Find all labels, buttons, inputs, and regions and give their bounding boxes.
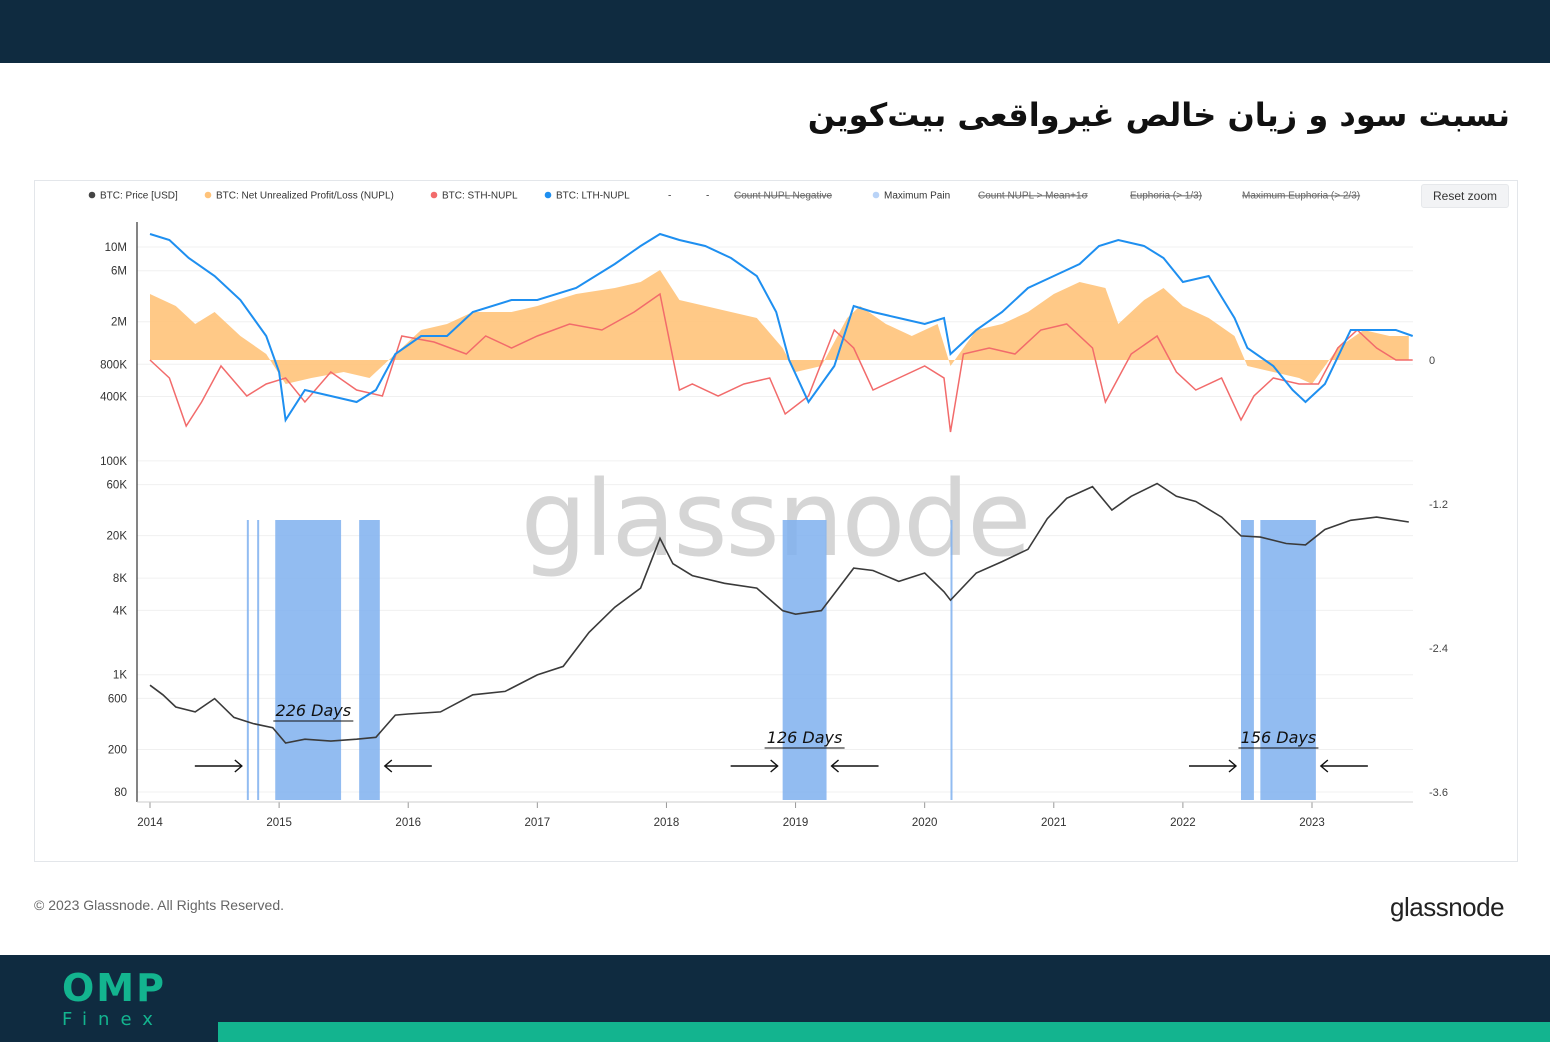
legend-label: Maximum Pain: [884, 191, 950, 202]
legend-marker-icon: [88, 191, 96, 199]
y-left-tick-label: 200: [108, 744, 127, 756]
legend-label: Maximum Euphoria (> 2/3): [1242, 191, 1360, 202]
x-tick-label: 2014: [137, 817, 163, 829]
glassnode-watermark: glassnode: [521, 458, 1030, 580]
maximum-pain-bands: [246, 520, 1316, 800]
legend-label: BTC: Price [USD]: [100, 191, 178, 202]
footer-accent-stripe: [218, 1022, 1550, 1042]
x-tick-label: 2022: [1170, 817, 1196, 829]
legend-label: Euphoria (> 1/3): [1130, 191, 1202, 202]
y-right-tick-label: -1.2: [1429, 499, 1448, 511]
legend-marker-icon: [544, 191, 552, 199]
x-tick-label: 2023: [1299, 817, 1325, 829]
legend-label: Count NUPL > Mean+1σ: [978, 191, 1089, 202]
legend-marker-icon: [430, 191, 438, 199]
legend-item-1[interactable]: BTC: Net Unrealized Profit/Loss (NUPL): [204, 191, 394, 202]
arrow-left-head: [830, 759, 839, 773]
omp-brand-logo: OMP: [62, 966, 166, 1010]
legend-marker-icon: [204, 191, 212, 199]
y-left-tick-label: 600: [108, 693, 127, 705]
sth-nupl-line: [149, 292, 1413, 433]
legend-label: BTC: Net Unrealized Profit/Loss (NUPL): [216, 191, 394, 202]
y-left-tick-label: 6M: [111, 266, 127, 278]
days-annotation-0: 226 Days: [194, 701, 432, 773]
y-left-tick-label: 1K: [113, 670, 127, 682]
legend-item-4[interactable]: -: [668, 191, 671, 202]
legend-label: -: [706, 191, 709, 202]
legend-label: BTC: STH-NUPL: [442, 191, 518, 202]
max-pain-band-6: [1240, 520, 1254, 800]
x-tick-label: 2018: [654, 817, 680, 829]
chart-legend: BTC: Price [USD] BTC: Net Unrealized Prof…: [88, 191, 1360, 202]
arrow-left-head: [383, 759, 393, 773]
annotation-label: 126 Days: [767, 728, 843, 747]
legend-item-2[interactable]: BTC: STH-NUPL: [430, 191, 518, 202]
max-pain-band-7: [1260, 520, 1316, 800]
top-header-bar: [0, 0, 1550, 63]
legend-item-7[interactable]: Maximum Pain: [872, 191, 950, 202]
x-tick-label: 2016: [395, 817, 421, 829]
chart-series: [149, 232, 1414, 744]
legend-label: -: [668, 191, 671, 202]
y-left-tick-label: 80: [114, 787, 127, 799]
days-annotation-2: 156 Days: [1188, 728, 1368, 773]
y-left-tick-label: 2M: [111, 317, 127, 329]
arrow-left-head: [1319, 759, 1329, 773]
annotation-label: 226 Days: [276, 701, 352, 720]
legend-item-8[interactable]: Count NUPL > Mean+1σ: [978, 191, 1089, 202]
reset-zoom-button[interactable]: Reset zoom: [1421, 184, 1509, 208]
legend-label: Count NUPL Negative: [734, 191, 832, 202]
btc-price-line: [149, 482, 1409, 744]
max-pain-band-4: [782, 520, 827, 800]
legend-item-5[interactable]: -: [706, 191, 709, 202]
y-left-tick-label: 400K: [100, 391, 127, 403]
legend-marker-icon: [872, 191, 880, 199]
legend-item-10[interactable]: Maximum Euphoria (> 2/3): [1242, 191, 1360, 202]
max-pain-band-3: [359, 520, 380, 800]
y-right-tick-label: -2.4: [1429, 643, 1448, 655]
y-left-tick-label: 60K: [107, 480, 128, 492]
chart-axes: 10M 6M 2M 800K 400K 100K 60K 20K 8K 4K 1K 600 200 80 0…: [100, 222, 1448, 829]
legend-item-0[interactable]: BTC: Price [USD]: [88, 191, 178, 202]
arrow-right-head: [1228, 759, 1238, 773]
omp-brand-subtitle: Finex: [62, 1009, 164, 1030]
page-title: نسبت سود و زیان خالص غیرواقعی بیت‌کوین: [807, 96, 1510, 134]
lth-nupl-line: [149, 232, 1414, 423]
y-left-tick-label: 100K: [100, 456, 127, 468]
legend-item-6[interactable]: Count NUPL Negative: [734, 191, 832, 202]
legend-label: BTC: LTH-NUPL: [556, 191, 630, 202]
x-tick-label: 2020: [912, 817, 938, 829]
max-pain-band-1: [257, 520, 260, 800]
y-left-tick-label: 8K: [113, 573, 127, 585]
max-pain-band-5: [950, 520, 953, 800]
max-pain-band-0: [246, 520, 249, 800]
arrow-right-head: [234, 759, 243, 773]
x-tick-label: 2015: [266, 817, 292, 829]
copyright-text: © 2023 Glassnode. All Rights Reserved.: [34, 897, 285, 913]
annotation-label: 156 Days: [1241, 728, 1317, 747]
arrow-right-head: [770, 759, 779, 773]
y-right-tick-label: 0: [1429, 355, 1435, 367]
glassnode-logo: glassnode: [1390, 892, 1505, 922]
max-pain-band-2: [275, 520, 342, 800]
x-tick-label: 2021: [1041, 817, 1067, 829]
y-left-tick-label: 4K: [113, 605, 127, 617]
y-left-tick-label: 800K: [100, 359, 127, 371]
days-annotation-1: 126 Days: [730, 728, 879, 773]
chart-annotations: 226 Days 126 Days 156 Days: [194, 701, 1368, 773]
x-tick-label: 2017: [525, 817, 551, 829]
y-left-tick-label: 20K: [107, 531, 128, 543]
y-left-tick-label: 10M: [105, 242, 127, 254]
x-tick-label: 2019: [783, 817, 809, 829]
legend-item-3[interactable]: BTC: LTH-NUPL: [544, 191, 630, 202]
legend-item-9[interactable]: Euphoria (> 1/3): [1130, 191, 1202, 202]
y-right-tick-label: -3.6: [1429, 787, 1448, 799]
